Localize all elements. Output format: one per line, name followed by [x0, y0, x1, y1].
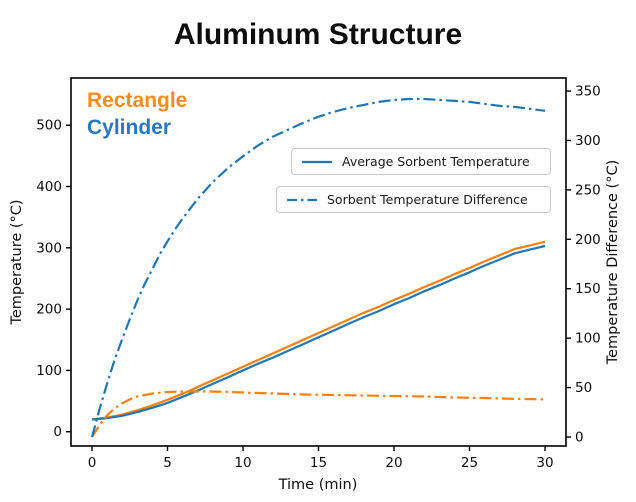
y-right-tick-label: 350 [575, 84, 601, 100]
y-right-tick-label: 250 [575, 182, 601, 198]
y-right-tick-label: 200 [575, 232, 601, 248]
x-tick-label: 0 [88, 455, 97, 471]
y-left-tick-label: 0 [53, 424, 62, 440]
y-axis-right-label: Temperature Difference (°C) [605, 159, 621, 365]
x-tick-label: 25 [461, 455, 478, 471]
x-tick-label: 20 [385, 455, 402, 471]
x-tick-label: 10 [234, 455, 251, 471]
legend-average-temperature-label: Average Sorbent Temperature [342, 154, 530, 169]
cylinder-series-label: Cylinder [87, 116, 172, 139]
chart-title: Aluminum Structure [173, 18, 463, 51]
x-tick-label: 30 [536, 455, 553, 471]
cylinder-temperature-difference-curve [90, 97, 546, 438]
y-left-tick-label: 100 [36, 363, 62, 379]
y-axis-left-label: Temperature (°C) [9, 199, 25, 325]
y-right-tick-label: 100 [575, 331, 601, 347]
x-tick-label: 15 [310, 455, 327, 471]
legend-average-temperature: Average Sorbent Temperature [291, 148, 551, 175]
y-right-tick-label: 300 [575, 133, 601, 149]
y-right-tick-label: 50 [575, 380, 592, 396]
rectangle-average-temperature-curve [91, 240, 546, 421]
solid-line-sample-icon [302, 160, 332, 163]
legend-temperature-difference-label: Sorbent Temperature Difference [327, 192, 528, 207]
y-left-tick-label: 200 [36, 302, 62, 318]
dashdot-line-sample-icon [287, 198, 317, 201]
rectangle-series-label: Rectangle [87, 89, 188, 112]
y-right-tick-label: 150 [575, 281, 601, 297]
y-left-tick-label: 400 [36, 179, 62, 195]
y-left-tick-label: 300 [36, 240, 62, 256]
x-axis-label: Time (min) [278, 477, 358, 493]
y-left-tick-label: 500 [36, 118, 62, 134]
cylinder-average-temperature-curve [91, 244, 546, 421]
legend-temperature-difference: Sorbent Temperature Difference [276, 186, 551, 213]
y-right-tick-label: 0 [575, 430, 584, 446]
x-tick-label: 5 [163, 455, 172, 471]
rectangle-temperature-difference-curve [91, 390, 546, 438]
